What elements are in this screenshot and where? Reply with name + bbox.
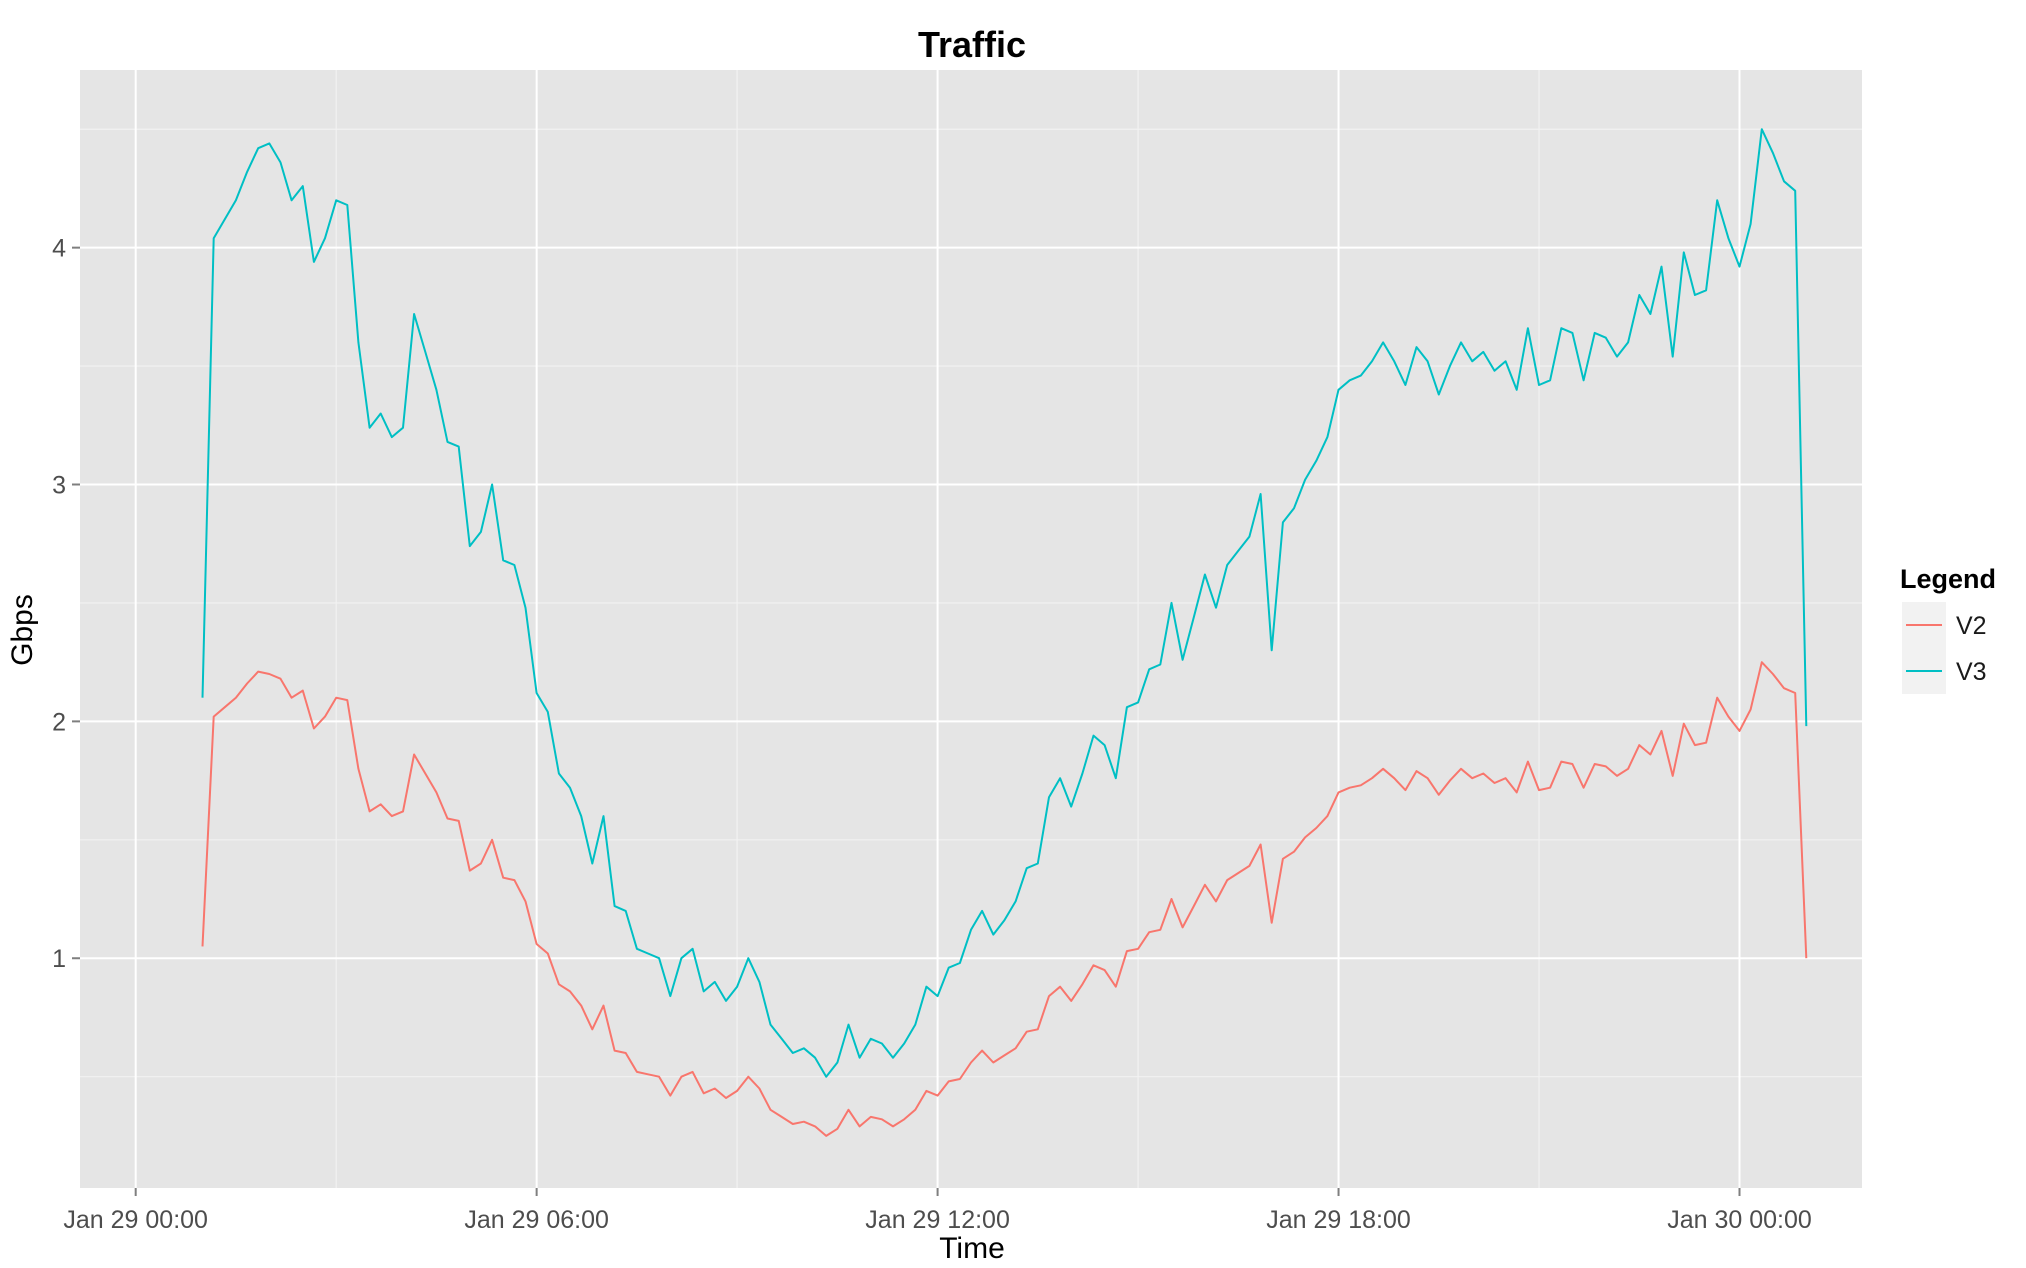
series-lines xyxy=(201,128,1808,1137)
x-tick-label: Jan 29 00:00 xyxy=(63,1206,208,1234)
y-tick-label: 4 xyxy=(52,235,66,263)
legend-label: V3 xyxy=(1956,658,1987,686)
y-axis-title: Gbps xyxy=(6,594,39,666)
x-tick-label: Jan 29 18:00 xyxy=(1266,1206,1411,1234)
x-tick-label: Jan 30 00:00 xyxy=(1667,1206,1812,1234)
x-tick-label: Jan 29 12:00 xyxy=(865,1206,1010,1234)
y-tick-label: 3 xyxy=(52,472,66,500)
legend: Legend V2 V3 xyxy=(1900,564,1996,694)
minor-gridlines xyxy=(80,70,1862,1188)
axis-ticks xyxy=(72,246,1741,1196)
x-axis-title: Time xyxy=(939,1232,1005,1265)
x-tick-label: Jan 29 06:00 xyxy=(464,1206,609,1234)
chart-title: Traffic xyxy=(918,24,1026,65)
y-tick-label: 1 xyxy=(52,945,66,973)
y-tick-label: 2 xyxy=(52,708,66,736)
tick-labels: 1 2 3 4 Jan 29 00:00 Jan 29 06:00 Jan 29 12:00… xyxy=(52,235,1812,1234)
plot-panel xyxy=(80,70,1862,1188)
series-line-v3 xyxy=(201,128,1808,1078)
legend-title: Legend xyxy=(1900,564,1996,594)
major-gridlines xyxy=(80,70,1862,1188)
legend-label: V2 xyxy=(1956,612,1987,640)
series-line-v2 xyxy=(201,661,1808,1137)
